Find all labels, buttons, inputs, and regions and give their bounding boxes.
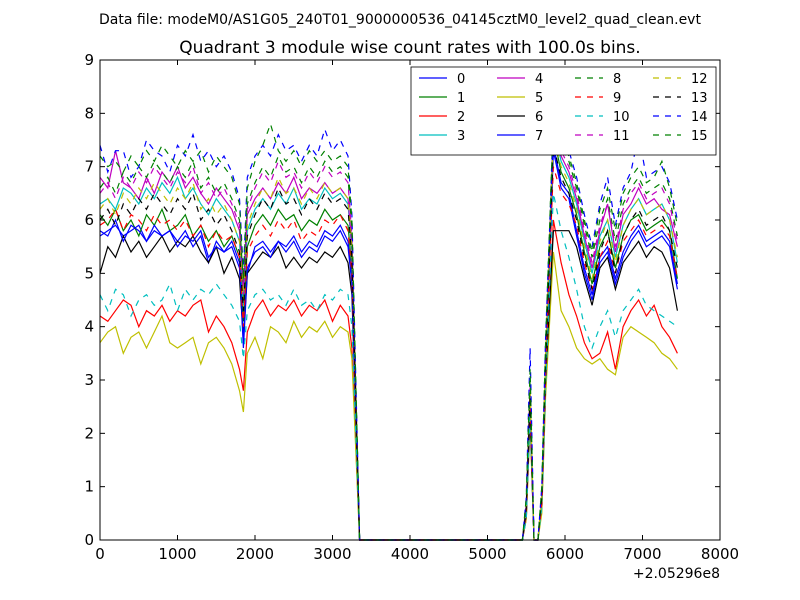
series-lines: [99, 113, 678, 541]
y-tick-label-0: 0: [84, 531, 94, 549]
series-line-1: [99, 134, 678, 541]
legend-label-4: 4: [535, 72, 543, 87]
legend-label-7: 7: [535, 129, 543, 144]
legend-label-8: 8: [613, 72, 621, 87]
legend-label-0: 0: [457, 72, 465, 87]
y-tick-label-5: 5: [84, 264, 94, 282]
series-line-14: [99, 127, 678, 541]
y-tick-label-9: 9: [84, 51, 94, 69]
x-tick-label-7: 7000: [623, 545, 661, 563]
y-tick-label-3: 3: [84, 371, 94, 389]
series-line-3: [99, 123, 678, 541]
y-tick-label-8: 8: [84, 104, 94, 122]
y-tick-label-4: 4: [84, 318, 94, 336]
series-line-11: [99, 118, 678, 541]
legend-label-15: 15: [691, 129, 708, 144]
legend-box: [410, 66, 717, 156]
legend-label-6: 6: [535, 110, 543, 125]
legend-label-1: 1: [457, 91, 465, 106]
series-line-2: [99, 219, 678, 541]
series-line-8: [99, 113, 678, 541]
x-tick-label-6: 6000: [546, 545, 584, 563]
series-line-5: [99, 251, 678, 541]
x-tick-label-8: 8000: [701, 545, 739, 563]
y-tick-label-2: 2: [84, 424, 94, 442]
legend-label-9: 9: [613, 91, 621, 106]
legend-label-3: 3: [457, 129, 465, 144]
x-tick-label-2: 2000: [236, 545, 274, 563]
legend-label-11: 11: [613, 129, 630, 144]
figure-suptitle: Data file: modeM0/AS1G05_240T01_90000005…: [99, 12, 701, 28]
legend-label-14: 14: [691, 110, 708, 125]
series-line-12: [99, 134, 678, 541]
series-line-7: [99, 150, 678, 541]
series-line-10: [99, 193, 678, 541]
legend-label-2: 2: [457, 110, 465, 125]
chart-title: Quadrant 3 module wise count rates with …: [179, 38, 640, 58]
y-tick-label-7: 7: [84, 158, 94, 176]
y-tick-label-6: 6: [84, 211, 94, 229]
x-tick-label-0: 0: [95, 545, 105, 563]
x-tick-label-4: 4000: [391, 545, 429, 563]
legend-label-13: 13: [691, 91, 708, 106]
legend-label-12: 12: [691, 72, 708, 87]
x-axis: 0 1000 2000 3000 4000 5000 6000 7000 8000: [95, 60, 739, 563]
x-tick-label-3: 3000: [313, 545, 351, 563]
legend-label-10: 10: [613, 110, 630, 125]
x-tick-label-5: 5000: [468, 545, 506, 563]
x-tick-label-1: 1000: [158, 545, 196, 563]
series-line-9: [99, 166, 678, 541]
legend-label-5: 5: [535, 91, 543, 106]
y-tick-label-1: 1: [84, 478, 94, 496]
x-offset-label: +2.05296e8: [633, 566, 720, 582]
series-line-13: [99, 145, 678, 541]
